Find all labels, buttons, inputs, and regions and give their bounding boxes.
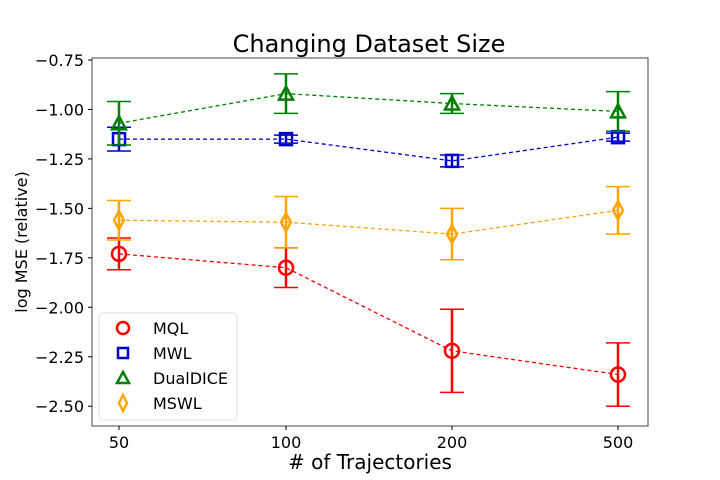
y-tick-label: −2.00: [35, 298, 84, 317]
y-tick-label: −1.00: [35, 100, 84, 119]
y-tick-label: −1.75: [35, 249, 84, 268]
series-line: [118, 92, 619, 124]
x-tick-label: 200: [437, 433, 468, 452]
legend: MQL MWL DualDICE MSWL: [98, 312, 238, 421]
legend-label: MWL: [153, 344, 192, 363]
x-tick-label: 500: [603, 433, 634, 452]
legend-marker: [117, 392, 129, 414]
data-point: [277, 259, 295, 276]
legend-marker: [116, 346, 130, 360]
data-point: [608, 101, 628, 119]
y-tick-label: −1.25: [35, 150, 84, 169]
data-point: [279, 210, 293, 234]
x-tick-label: 50: [109, 433, 129, 452]
data-point: [442, 93, 462, 111]
x-axis-title: # of Trajectories: [288, 450, 452, 474]
y-tick-label: −1.50: [35, 199, 84, 218]
x-axis: 50 100 200 500: [109, 426, 633, 452]
data-point: [109, 113, 129, 131]
chart-title: Changing Dataset Size: [233, 30, 506, 58]
data-point: [110, 245, 128, 263]
x-tick-label: 100: [271, 433, 302, 452]
data-point: [445, 222, 459, 246]
y-tick-label: −0.75: [35, 51, 84, 70]
legend-marker: [114, 369, 132, 385]
y-tick-label: −2.25: [35, 348, 84, 367]
y-axis-title: log MSE (relative): [12, 171, 31, 312]
legend-label: MQL: [153, 319, 188, 338]
data-point: [609, 366, 627, 383]
data-point: [611, 198, 625, 222]
y-axis: −0.75 −1.00 −1.25 −1.50 −1.75 −2.00 −2.25 −2.50: [35, 51, 92, 416]
y-tick-label: −2.50: [35, 397, 84, 416]
data-point: [276, 83, 296, 101]
data-point: [444, 153, 460, 169]
legend-marker: [115, 320, 131, 336]
legend-label: MSWL: [153, 394, 202, 413]
series-dualdice: [107, 73, 630, 146]
legend-box: [98, 312, 238, 421]
series-mswl: [107, 185, 630, 261]
legend-label: DualDICE: [153, 369, 228, 388]
data-point: [278, 131, 294, 147]
series-line: [118, 253, 619, 376]
data-point: [443, 342, 461, 360]
series-group: [107, 73, 630, 407]
data-point: [112, 208, 126, 232]
